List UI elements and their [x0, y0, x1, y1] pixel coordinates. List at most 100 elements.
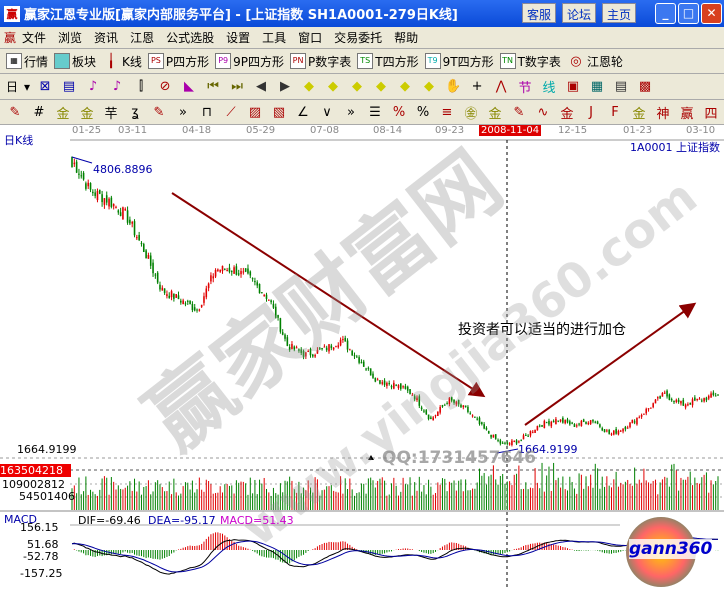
menu-gann[interactable]: 江恩 [130, 31, 155, 45]
candle-body [386, 382, 388, 386]
gold2-icon[interactable]: 金 [80, 106, 94, 122]
close-icon[interactable]: ✕ [701, 3, 722, 24]
wave-icon[interactable]: ∨ [322, 104, 332, 120]
menu-news[interactable]: 资讯 [94, 31, 119, 45]
indicator2-icon[interactable]: ♪ [112, 79, 122, 94]
doc-icon[interactable]: ▤ [62, 79, 76, 94]
first-icon[interactable]: ⏮ [207, 79, 219, 94]
win-angle-icon[interactable]: 赢 [680, 106, 694, 122]
toolbar-p-square[interactable]: PS P四方形 [147, 53, 209, 70]
grid-lines-icon[interactable]: # [33, 104, 45, 120]
menu-window[interactable]: 窗口 [298, 31, 323, 45]
dea-line [71, 534, 718, 573]
home-button[interactable]: 主页 [602, 3, 637, 23]
gold-icon[interactable]: 金 [56, 106, 70, 122]
last-icon[interactable]: ⏭ [231, 79, 243, 94]
toolbar-9t-square[interactable]: T9 9T四方形 [424, 53, 494, 70]
toolbar-sectors[interactable]: 板块 [54, 53, 96, 70]
more-icon[interactable]: » [179, 104, 187, 120]
toolbar-t-table[interactable]: TN T数字表 [499, 53, 561, 70]
section-icon[interactable]: 节 [518, 81, 532, 96]
kline-chart[interactable] [0, 125, 724, 590]
gold-red-icon[interactable]: 金 [560, 106, 574, 122]
zoom-out-icon[interactable]: ◆ [424, 79, 435, 94]
forum-button[interactable]: 论坛 [562, 3, 597, 23]
volume-profile-icon[interactable]: ◣ [184, 79, 195, 94]
next-icon[interactable]: ▶ [280, 79, 291, 94]
god-angle-icon[interactable]: 神 [656, 106, 670, 122]
candle-body [569, 421, 571, 425]
toolbar-quotes[interactable]: ▦ 行情 [6, 53, 48, 70]
menu-help[interactable]: 帮助 [394, 31, 419, 45]
menu-browse[interactable]: 浏览 [58, 31, 83, 45]
chevron-down-icon[interactable]: ▾ [24, 79, 31, 94]
chart-area[interactable]: 日K线 1A0001 上证指数 4806.8896 1664.9199 1664… [0, 125, 724, 590]
menu-formula[interactable]: 公式选股 [166, 31, 215, 45]
square-fan-icon[interactable]: ▨ [248, 104, 262, 120]
pencil-icon[interactable]: ✎ [9, 104, 21, 120]
more2-icon[interactable]: » [347, 104, 355, 120]
toolbar-gann-wheel[interactable]: ◎ 江恩轮 [567, 53, 623, 70]
expand-icon[interactable]: ◆ [352, 79, 363, 94]
minimize-icon[interactable]: _ [655, 3, 676, 24]
line-icon[interactable]: ⋀ [495, 79, 507, 94]
cycle-icon[interactable]: ∿ [537, 104, 549, 120]
square-fan2-icon[interactable]: ▧ [272, 104, 286, 120]
candle-body [224, 268, 226, 270]
fork-icon[interactable]: 芉 [104, 106, 118, 122]
calculator-icon[interactable]: ▦ [590, 79, 604, 94]
candle-body [71, 156, 73, 168]
box-icon[interactable]: ⊓ [201, 104, 213, 120]
candle-body [423, 410, 425, 412]
spiral-icon[interactable]: ʓ [131, 104, 139, 120]
overlay-icon[interactable]: ⊘ [159, 79, 171, 94]
toolbar-kline[interactable]: ╽ K线 [102, 53, 142, 70]
chart-type-icon[interactable]: ⊠ [39, 79, 51, 94]
pen2-icon[interactable]: ✎ [513, 104, 525, 120]
menu-trade[interactable]: 交易委托 [334, 31, 383, 45]
crosshair-icon[interactable]: + [471, 79, 483, 94]
macd-dif: DIF=-69.46 [78, 514, 141, 527]
period-select[interactable]: 日 [6, 80, 19, 94]
candle-body [298, 349, 300, 351]
j-angle-icon[interactable]: J [589, 104, 593, 120]
candle-body [159, 284, 161, 290]
percent-line-icon[interactable]: % [392, 104, 406, 120]
right-arrow-icon[interactable]: ◆ [328, 79, 339, 94]
gold-angle-icon[interactable]: 金 [632, 106, 646, 122]
service-button[interactable]: 客服 [522, 3, 557, 23]
angle-icon[interactable]: ∠ [297, 104, 309, 120]
bar-icon[interactable]: ⫿ [138, 79, 144, 94]
percent-lines-icon[interactable]: ≡ [441, 104, 453, 120]
percent-icon[interactable]: % [416, 104, 430, 120]
gold-circle-icon[interactable]: ㊎ [464, 106, 478, 122]
menu-tools[interactable]: 工具 [262, 31, 287, 45]
candle-body [305, 352, 307, 357]
calendar-icon[interactable]: ▣ [566, 79, 580, 94]
ruler-icon[interactable]: ☰ [369, 104, 381, 120]
toolbar-9p-square[interactable]: P9 9P四方形 [215, 53, 284, 70]
shrink-icon[interactable]: ◆ [376, 79, 387, 94]
four-angle-icon[interactable]: 四 [704, 106, 718, 122]
candle-body [437, 411, 439, 417]
save-icon[interactable]: ▩ [638, 79, 652, 94]
pen-icon[interactable]: ✎ [153, 104, 165, 120]
indicator-icon[interactable]: ♪ [88, 79, 98, 94]
maximize-icon[interactable]: □ [678, 3, 699, 24]
fan-icon[interactable]: ⟋ [226, 104, 236, 120]
f-angle-icon[interactable]: F [611, 104, 619, 120]
hand-icon[interactable]: ✋ [444, 79, 462, 94]
menu-file[interactable]: 文件 [22, 31, 47, 45]
notes-icon[interactable]: ▤ [614, 79, 628, 94]
candle-body [538, 425, 541, 427]
prev-icon[interactable]: ◀ [256, 79, 267, 94]
gold-lines-icon[interactable]: 金 [488, 106, 502, 122]
left-arrow-icon[interactable]: ◆ [304, 79, 315, 94]
menu-settings[interactable]: 设置 [226, 31, 251, 45]
candle-body [200, 304, 203, 307]
candle-body [717, 394, 719, 396]
line-tool-icon[interactable]: 线 [542, 81, 556, 96]
toolbar-t-square[interactable]: TS T四方形 [357, 53, 419, 70]
zoom-in-icon[interactable]: ◆ [400, 79, 411, 94]
toolbar-p-table[interactable]: PN P数字表 [290, 53, 351, 70]
